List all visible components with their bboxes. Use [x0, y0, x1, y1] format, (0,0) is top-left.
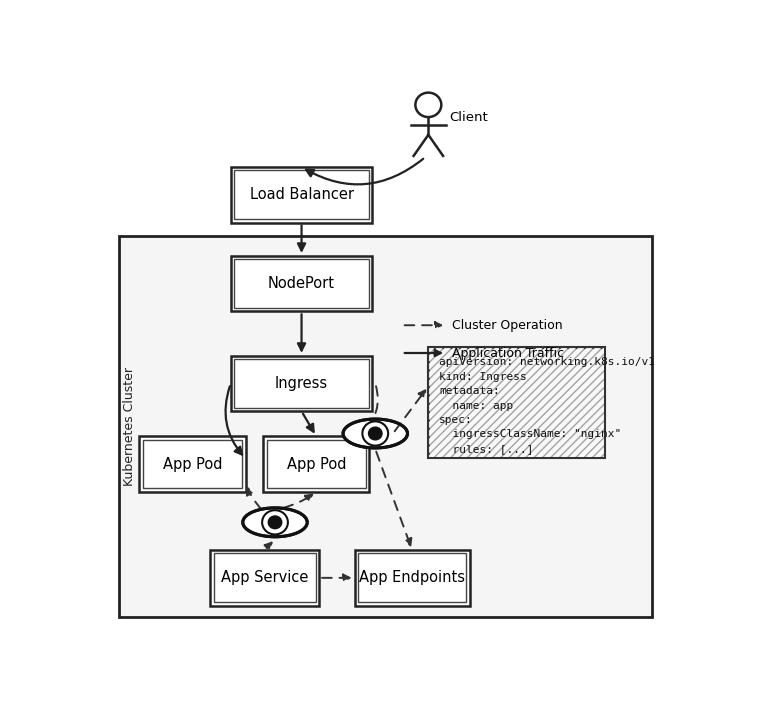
Circle shape: [262, 510, 288, 534]
Text: Client: Client: [449, 110, 488, 123]
FancyBboxPatch shape: [428, 348, 605, 459]
Text: App Service: App Service: [221, 570, 308, 585]
FancyBboxPatch shape: [231, 355, 372, 411]
FancyBboxPatch shape: [231, 256, 372, 311]
Text: Application Traffic: Application Traffic: [452, 347, 564, 360]
FancyBboxPatch shape: [119, 236, 652, 616]
Text: App Pod: App Pod: [287, 456, 346, 472]
Circle shape: [368, 427, 382, 440]
Text: Kubernetes Cluster: Kubernetes Cluster: [123, 367, 135, 486]
Text: App Endpoints: App Endpoints: [359, 570, 465, 585]
Ellipse shape: [243, 508, 307, 536]
Text: Cluster Operation: Cluster Operation: [452, 319, 562, 332]
Text: Ingress: Ingress: [275, 376, 328, 391]
Text: NodePort: NodePort: [268, 276, 335, 291]
Ellipse shape: [343, 419, 407, 448]
Text: App Pod: App Pod: [163, 456, 222, 472]
FancyBboxPatch shape: [355, 550, 470, 606]
FancyBboxPatch shape: [210, 550, 320, 606]
Text: apiVersion: networking.k8s.io/v1
kind: Ingress
metadata:
  name: app
spec:
  ing: apiVersion: networking.k8s.io/v1 kind: I…: [439, 358, 655, 454]
FancyBboxPatch shape: [263, 436, 369, 492]
Circle shape: [362, 421, 388, 446]
FancyBboxPatch shape: [430, 349, 603, 457]
FancyBboxPatch shape: [231, 167, 372, 223]
Circle shape: [269, 516, 282, 528]
Text: Load Balancer: Load Balancer: [250, 187, 354, 203]
FancyBboxPatch shape: [139, 436, 246, 492]
